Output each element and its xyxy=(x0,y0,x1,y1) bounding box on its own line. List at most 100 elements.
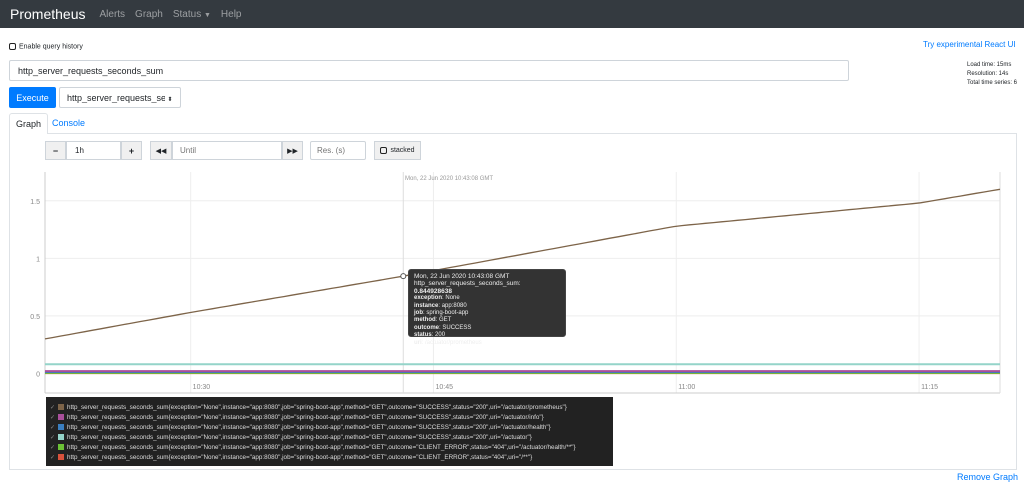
tooltip: Mon, 22 Jun 2020 10:43:08 GMT http_serve… xyxy=(408,269,566,346)
legend-label: http_server_requests_seconds_sum{excepti… xyxy=(67,403,567,411)
label-key: method xyxy=(414,317,436,324)
nav-alerts[interactable]: Alerts xyxy=(99,8,126,20)
x-tick-label: 11:00 xyxy=(678,384,695,391)
label-value: /actuator/prometheus xyxy=(425,339,482,346)
legend: ✓ http_server_requests_seconds_sum{except… xyxy=(46,397,613,466)
legend-item[interactable]: ✓ http_server_requests_seconds_sum{except… xyxy=(50,452,609,462)
graph-panel xyxy=(9,133,1017,470)
series-swatch xyxy=(58,444,65,450)
label-key: exception xyxy=(414,295,443,302)
tooltip-label: method: GET xyxy=(414,317,452,324)
tooltip-label: outcome: SUCCESS xyxy=(414,324,472,331)
legend-label: http_server_requests_seconds_sum{excepti… xyxy=(67,413,544,421)
y-tick-label: 0.5 xyxy=(30,314,40,321)
tooltip-metric: http_server_requests_seconds_sum: xyxy=(414,280,521,288)
legend-item[interactable]: ✓ http_server_requests_seconds_sum{except… xyxy=(50,432,609,442)
series-swatch xyxy=(58,414,65,420)
hover-point xyxy=(400,273,407,280)
label-key: outcome xyxy=(414,324,440,331)
expression-input[interactable]: http_server_requests_seconds_sum xyxy=(9,60,849,81)
series-swatch xyxy=(58,454,65,460)
total-series: Total time series: 6 xyxy=(967,80,1018,86)
graph-chart[interactable]: 0 0.5 1 1.5 10:30 10:45 11:00 11:15 xyxy=(0,165,1024,400)
check-icon: ✓ xyxy=(50,424,56,431)
query-history-label: Enable query history xyxy=(19,43,83,51)
plus-icon: + xyxy=(128,145,135,156)
increase-range-button[interactable]: + xyxy=(121,141,142,160)
label-value: 200 xyxy=(435,332,446,339)
label-key: instance xyxy=(414,302,439,309)
nav-status-label: Status xyxy=(172,8,202,20)
check-icon: ✓ xyxy=(50,404,56,411)
tooltip-label: job: spring-boot-app xyxy=(414,310,469,317)
tooltip-label: instance: app:8080 xyxy=(414,302,467,309)
legend-label: http_server_requests_seconds_sum{excepti… xyxy=(67,443,576,451)
x-tick-label: 10:30 xyxy=(193,384,211,391)
label-value: app:8080 xyxy=(441,302,467,309)
y-tick-label: 1.5 xyxy=(30,199,40,206)
nav-help[interactable]: Help xyxy=(220,8,242,20)
query-history-toggle[interactable]: Enable query history xyxy=(9,43,83,50)
minus-icon: − xyxy=(52,145,59,156)
query-stats: Load time: 15ms Resolution: 14s Total ti… xyxy=(967,61,1017,88)
legend-item[interactable]: ✓ http_server_requests_seconds_sum{except… xyxy=(50,422,609,432)
tab-graph[interactable]: Graph xyxy=(9,113,48,134)
check-icon: ✓ xyxy=(50,414,56,421)
x-tick-label: 11:15 xyxy=(921,384,938,391)
resolution-input[interactable] xyxy=(310,141,366,160)
tooltip-time: Mon, 22 Jun 2020 10:43:08 GMT xyxy=(414,273,510,280)
series-swatch xyxy=(58,404,65,410)
legend-label: http_server_requests_seconds_sum{excepti… xyxy=(67,433,532,441)
label-value: spring-boot-app xyxy=(426,310,469,317)
metric-select[interactable]: http_server_requests_sec ⬍ xyxy=(59,87,181,108)
nav-graph[interactable]: Graph xyxy=(135,8,163,20)
resolution: Resolution: 14s xyxy=(967,71,1009,77)
legend-label: http_server_requests_seconds_sum{excepti… xyxy=(67,453,533,461)
back-button[interactable]: ◀◀ xyxy=(150,141,172,160)
backward-icon: ◀◀ xyxy=(155,147,167,155)
label-value: None xyxy=(445,295,460,302)
x-tick-label: 10:45 xyxy=(435,384,453,391)
legend-item[interactable]: ✓ http_server_requests_seconds_sum{except… xyxy=(50,442,609,452)
tooltip-label: status: 200 xyxy=(414,332,446,339)
legend-item[interactable]: ✓ http_server_requests_seconds_sum{except… xyxy=(50,402,609,412)
caret-down-icon: ▼ xyxy=(203,11,211,19)
checkbox[interactable] xyxy=(380,147,388,154)
tooltip-label: exception: None xyxy=(414,295,460,302)
label-value: SUCCESS xyxy=(442,324,472,331)
series-swatch xyxy=(58,434,65,440)
until-input[interactable] xyxy=(172,141,282,160)
label-key: job xyxy=(414,310,423,317)
label-key: status xyxy=(414,332,432,339)
checkbox[interactable] xyxy=(9,43,16,50)
series-swatch xyxy=(58,424,65,430)
label-key: uri xyxy=(414,339,422,346)
remove-graph-link[interactable]: Remove Graph xyxy=(957,472,1019,482)
nav-status[interactable]: Status ▼ xyxy=(173,9,211,20)
load-time: Load time: 15ms xyxy=(967,62,1012,68)
legend-label: http_server_requests_seconds_sum{excepti… xyxy=(67,423,551,431)
tooltip-label: uri: /actuator/prometheus xyxy=(414,339,482,346)
check-icon: ✓ xyxy=(50,454,56,461)
decrease-range-button[interactable]: − xyxy=(45,141,66,160)
tooltip-value-row: http_server_requests_seconds_sum: 0.8449… xyxy=(414,280,560,295)
forward-button[interactable]: ▶▶ xyxy=(282,141,303,160)
check-icon: ✓ xyxy=(50,444,56,451)
legend-item[interactable]: ✓ http_server_requests_seconds_sum{except… xyxy=(50,412,609,422)
y-tick-label: 1 xyxy=(36,256,40,263)
metric-select-value: http_server_requests_sec xyxy=(67,93,165,103)
execute-button[interactable]: Execute xyxy=(9,87,56,108)
stacked-toggle[interactable]: stacked xyxy=(374,141,421,160)
react-ui-link[interactable]: Try experimental React UI xyxy=(923,40,1016,49)
hover-time-label: Mon, 22 Jun 2020 10:43:08 GMT xyxy=(405,176,494,182)
y-tick-label: 0 xyxy=(36,371,40,378)
navbar: Prometheus Alerts Graph Status ▼ Help xyxy=(0,0,1024,28)
tab-console[interactable]: Console xyxy=(52,118,86,128)
stacked-label: stacked xyxy=(390,147,415,154)
tooltip-value: 0.844928638 xyxy=(414,287,452,295)
range-input[interactable]: 1h xyxy=(66,141,121,160)
label-value: GET xyxy=(439,317,452,324)
check-icon: ✓ xyxy=(50,434,56,441)
brand[interactable]: Prometheus xyxy=(10,6,86,22)
select-arrows-icon: ⬍ xyxy=(167,97,173,103)
